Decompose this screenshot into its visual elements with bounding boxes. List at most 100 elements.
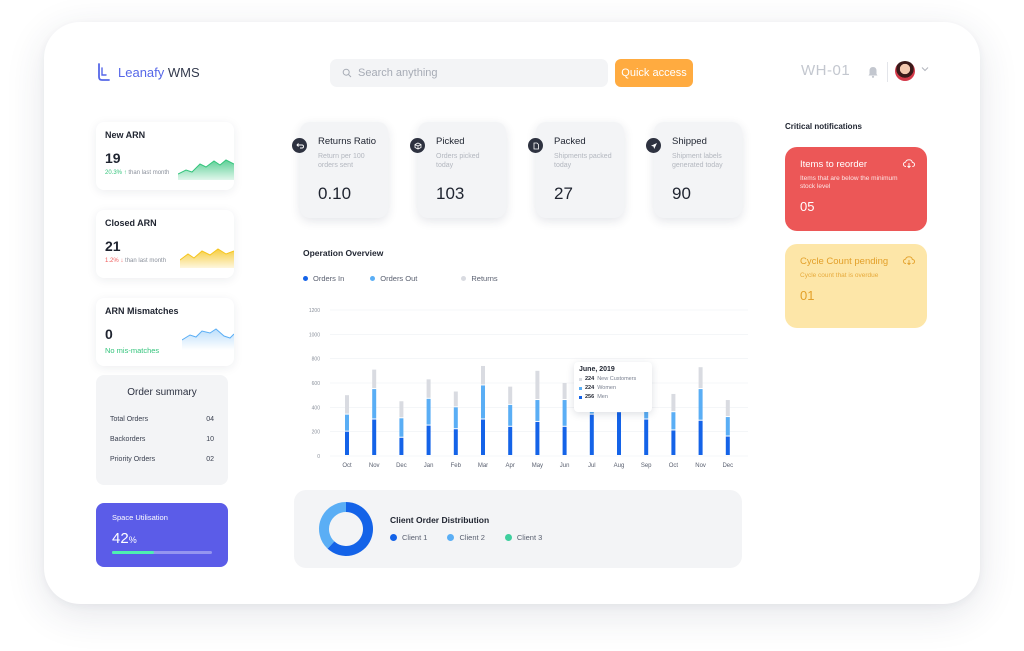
legend-returns[interactable]: Returns (461, 274, 498, 283)
bar-returns[interactable] (372, 369, 377, 389)
brand-name: Leanafy WMS (118, 64, 200, 80)
bar-orders-out[interactable] (698, 389, 703, 420)
stat-returns-ratio[interactable]: Returns Ratio Return per 100 orders sent… (292, 122, 388, 218)
search-bar[interactable] (330, 59, 608, 87)
y-tick-label: 800 (312, 357, 321, 363)
bar-orders-out[interactable] (426, 398, 431, 425)
bar-orders-in[interactable] (372, 419, 377, 456)
bar-orders-out[interactable] (481, 385, 485, 419)
tooltip-row: 256 Men (579, 394, 647, 400)
bar-returns[interactable] (481, 365, 485, 385)
bar-orders-out[interactable] (562, 400, 567, 426)
legend-client-1[interactable]: Client 1 (390, 533, 427, 542)
client-legend: Client 1 Client 2 Client 3 (390, 533, 542, 542)
tooltip-row: 224 Women (579, 385, 647, 391)
bar-orders-in[interactable] (508, 426, 513, 455)
legend-client-3[interactable]: Client 3 (504, 533, 542, 542)
stat-title: Packed (554, 136, 586, 147)
notification-cycle-count[interactable]: Cycle Count pending Cycle count that is … (785, 244, 927, 328)
bar-orders-in[interactable] (453, 429, 458, 455)
space-value: 42% (112, 530, 137, 547)
x-tick-label: Jan (424, 463, 434, 469)
closed-arn-card[interactable]: Closed ARN 21 1.2% ↓ than last month (96, 210, 234, 278)
bar-orders-in[interactable] (481, 419, 485, 456)
bar-orders-in[interactable] (562, 426, 567, 455)
summary-row[interactable]: Priority Orders 02 (110, 456, 214, 463)
legend-orders-out[interactable]: Orders Out (370, 274, 417, 283)
notification-value: 01 (800, 288, 815, 303)
warehouse-selector[interactable]: WH-01 (801, 62, 851, 79)
bar-orders-in[interactable] (589, 414, 594, 455)
bar-orders-out[interactable] (345, 414, 349, 431)
user-avatar[interactable] (895, 61, 915, 81)
bar-returns[interactable] (426, 379, 431, 398)
bar-orders-in[interactable] (426, 425, 431, 455)
cloud-download-icon[interactable] (903, 159, 915, 168)
notification-title: Cycle Count pending (800, 256, 889, 267)
bar-orders-in[interactable] (671, 430, 676, 455)
return-arrow-icon (292, 138, 307, 153)
bar-orders-out[interactable] (725, 417, 730, 436)
space-progress-fill (112, 551, 154, 554)
arn-card-change: 20.3% ↑ than last month (105, 170, 170, 176)
operation-overview-title: Operation Overview (303, 248, 384, 258)
brand-logo[interactable]: Leanafy WMS (96, 62, 200, 82)
search-icon (342, 68, 352, 78)
order-summary-panel: Order summary Total Orders 04 Backorders 1… (96, 375, 228, 485)
bar-returns[interactable] (345, 395, 349, 414)
donut-slice-client-2[interactable] (319, 502, 346, 549)
chevron-down-icon[interactable] (921, 66, 929, 72)
cloud-download-icon[interactable] (903, 256, 915, 265)
x-tick-label: Oct (669, 463, 679, 469)
bar-orders-out[interactable] (453, 407, 458, 429)
bell-icon[interactable] (868, 66, 878, 78)
bar-orders-out[interactable] (535, 400, 540, 421)
space-utilisation-card[interactable]: Space Utilisation 42% (96, 503, 228, 567)
stat-picked[interactable]: Picked Orders picked today 103 (410, 122, 506, 218)
bar-orders-in[interactable] (399, 437, 404, 455)
bar-returns[interactable] (725, 400, 730, 417)
client-distribution-card: Client Order Distribution Client 1 Clien… (294, 490, 742, 568)
search-input[interactable] (358, 67, 588, 79)
bar-orders-in[interactable] (535, 421, 540, 455)
notification-desc: Cycle count that is overdue (800, 272, 879, 279)
y-tick-label: 0 (317, 454, 320, 460)
document-icon (528, 138, 543, 153)
x-tick-label: Apr (506, 463, 515, 469)
bar-returns[interactable] (698, 367, 703, 389)
notification-reorder[interactable]: Items to reorder Items that are below th… (785, 147, 927, 231)
tooltip-row: 224 New Customers (579, 376, 647, 382)
bar-orders-out[interactable] (671, 412, 676, 430)
bar-orders-out[interactable] (372, 389, 377, 419)
bar-returns[interactable] (508, 386, 513, 404)
bar-orders-out[interactable] (399, 418, 404, 437)
bar-returns[interactable] (535, 370, 540, 400)
summary-row[interactable]: Total Orders 04 (110, 416, 214, 423)
bar-returns[interactable] (399, 401, 404, 418)
y-tick-label: 1200 (309, 308, 320, 314)
bar-orders-in[interactable] (345, 431, 349, 455)
arn-card-change: 1.2% ↓ than last month (105, 258, 167, 264)
stat-packed[interactable]: Packed Shipments packed today 27 (528, 122, 624, 218)
bar-orders-in[interactable] (617, 412, 621, 455)
summary-row[interactable]: Backorders 10 (110, 436, 214, 443)
donut-slice-client-1[interactable] (327, 502, 373, 556)
bar-orders-in[interactable] (725, 436, 730, 455)
bar-returns[interactable] (453, 391, 458, 407)
legend-orders-in[interactable]: Orders In (303, 274, 344, 283)
stat-value: 27 (554, 184, 573, 203)
closed-arn-sparkline (180, 248, 234, 268)
x-tick-label: Jul (588, 463, 596, 469)
bar-orders-in[interactable] (644, 419, 649, 456)
stat-shipped[interactable]: Shipped Shipment labels generated today … (646, 122, 742, 218)
legend-client-2[interactable]: Client 2 (447, 533, 485, 542)
arn-mismatches-card[interactable]: ARN Mismatches 0 No mis-matches (96, 298, 234, 366)
y-tick-label: 400 (312, 405, 321, 411)
quick-access-button[interactable]: Quick access (615, 59, 693, 87)
bar-returns[interactable] (562, 383, 567, 400)
bar-returns[interactable] (671, 393, 676, 412)
bar-orders-out[interactable] (508, 404, 513, 426)
new-arn-card[interactable]: New ARN 19 20.3% ↑ than last month (96, 122, 234, 190)
stat-desc: Return per 100 orders sent (318, 153, 365, 169)
bar-orders-in[interactable] (698, 420, 703, 455)
